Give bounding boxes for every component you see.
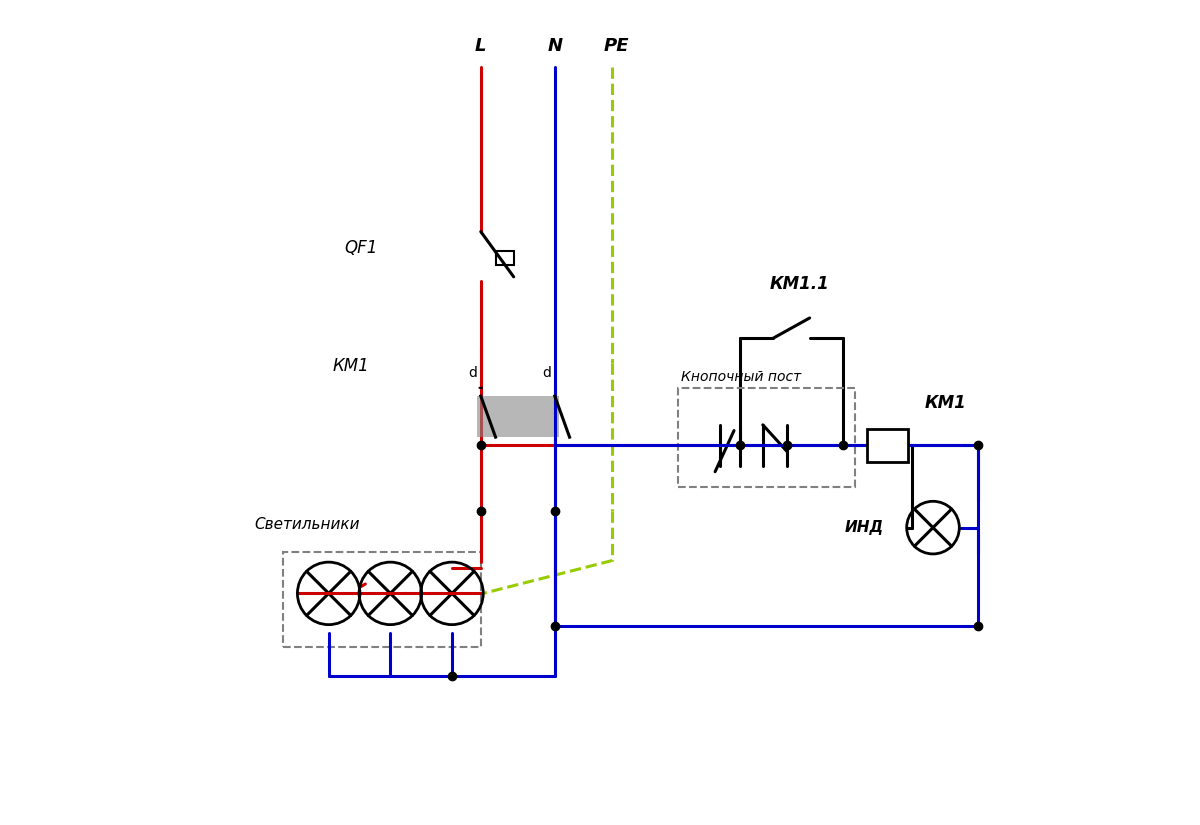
Text: L: L	[475, 37, 486, 54]
Text: ИНД: ИНД	[845, 520, 883, 535]
Text: КМ1.1: КМ1.1	[769, 276, 829, 293]
Text: КМ1: КМ1	[334, 357, 370, 375]
Text: Кнопочный пост: Кнопочный пост	[680, 370, 800, 384]
Bar	[678, 388, 854, 487]
Text: d: d	[541, 365, 551, 380]
Bar	[283, 552, 481, 647]
Bar	[868, 429, 908, 462]
Text: N: N	[547, 37, 563, 54]
Text: PE: PE	[604, 37, 629, 54]
Bar	[476, 396, 559, 437]
Text: Светильники: Светильники	[254, 516, 360, 532]
Text: d: d	[468, 365, 476, 380]
FancyBboxPatch shape	[496, 251, 514, 266]
Text: QF1: QF1	[344, 239, 378, 257]
Text: КМ1: КМ1	[925, 394, 966, 412]
